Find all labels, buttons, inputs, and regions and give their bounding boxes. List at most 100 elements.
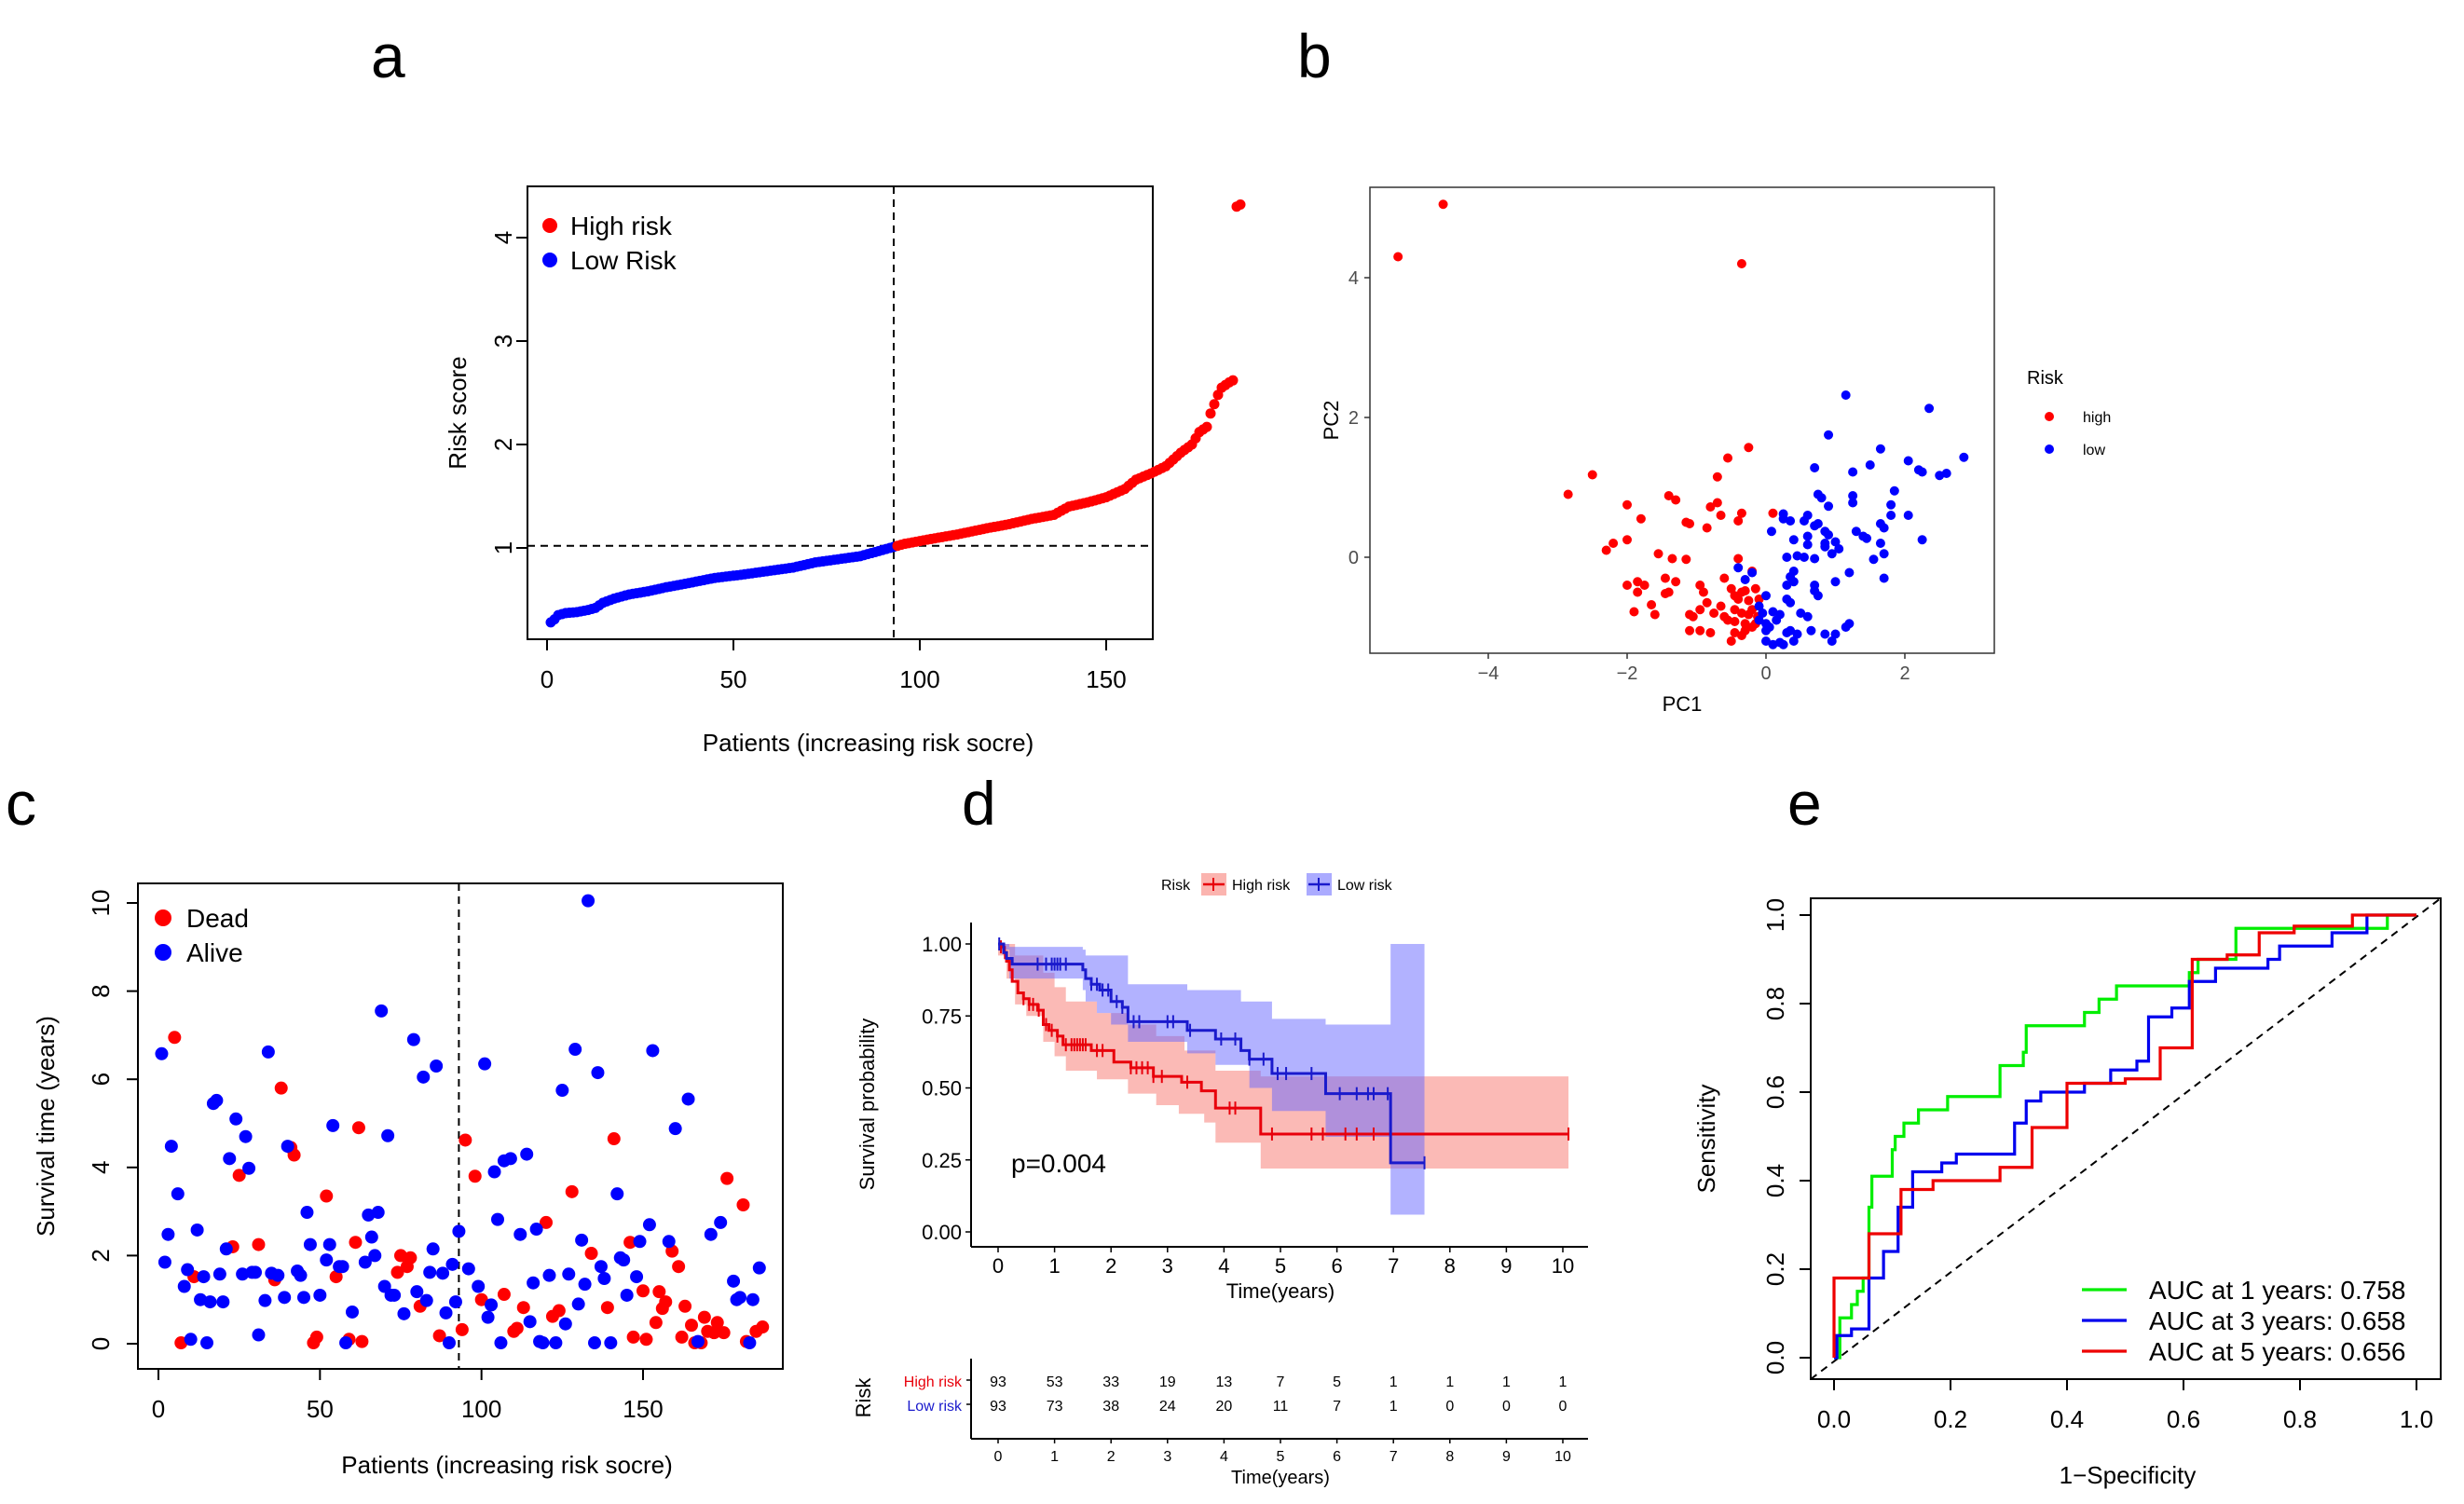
diagonal-reference-line [1810,897,2442,1380]
survival-point-alive [472,1279,486,1293]
risk-table-cell: 11 [1273,1399,1289,1415]
ci-band-low-risk [998,944,1425,1215]
pca-point-low [1903,511,1913,520]
pca-point-high [1730,617,1740,626]
survival-point-dead [707,1326,721,1340]
x-tick-label: 0.6 [2167,1405,2200,1433]
pca-point-low [1941,469,1951,478]
survival-point-dead [252,1237,266,1251]
survival-point-alive [430,1060,444,1073]
survival-point-dead [607,1132,621,1146]
pca-point-low [1862,533,1872,543]
risk-table-cell: 0 [1445,1399,1454,1415]
survival-point-dead [584,1247,598,1261]
risk-table-x-tick-label: 4 [1220,1449,1228,1465]
pca-point-high [1695,605,1705,615]
y-tick-label: 3 [489,335,517,348]
pca-point-low [1761,591,1771,601]
survival-point-alive [481,1310,495,1324]
pca-point-low [1788,636,1799,646]
pca-point-low [1869,554,1879,565]
survival-point-alive [662,1235,676,1249]
survival-point-alive [485,1298,499,1312]
survival-point-alive [691,1334,705,1348]
pca-point-high [1663,491,1674,500]
survival-point-dead [652,1285,666,1299]
survival-point-alive [368,1249,382,1263]
survival-point-dead [672,1260,686,1274]
x-tick-label: 5 [1275,1254,1286,1278]
survival-point-dead [623,1236,637,1250]
risk-score-plot: 0 50 100 150 1 2 3 4 Patients (increasing risk s… [444,185,1246,757]
pca-point-low [1844,619,1855,629]
survival-point-dead [516,1301,530,1315]
pca-point-low [1761,625,1771,636]
pca-point-low [1820,629,1830,639]
pca-point-low [1886,499,1896,510]
pca-point-high [1726,636,1736,646]
survival-point-alive [503,1152,517,1166]
legend-label: Alive [186,938,243,967]
risk-table-x-tick-label: 3 [1163,1449,1171,1465]
pca-point-high [1733,516,1744,526]
survival-point-alive [681,1092,695,1106]
survival-point-alive [513,1227,527,1241]
pca-point-high [1719,573,1730,583]
x-tick-label: 150 [623,1395,663,1423]
risk-table-cell: 7 [1333,1399,1341,1415]
legend-title: Risk [2027,368,2064,389]
survival-point-alive [555,1084,569,1098]
survival-point-alive [423,1265,437,1279]
panel-label-c: c [6,769,36,838]
survival-point-alive [190,1223,204,1237]
risk-table-row-label: High risk [904,1374,963,1390]
risk-table-cell: 0 [1559,1399,1567,1415]
survival-point-alive [604,1336,618,1350]
y-tick-label: 1.0 [1761,898,1789,932]
survival-point-alive [491,1212,504,1226]
survival-point-alive [249,1265,262,1279]
x-tick-label: 7 [1388,1254,1399,1278]
legend-marker [542,218,557,233]
risk-table-title: Risk [852,1377,875,1418]
survival-point-alive [419,1293,433,1307]
survival-point-alive [388,1288,402,1302]
legend-label: AUC at 1 years: 0.758 [2149,1276,2405,1305]
pca-point-high [1647,600,1657,609]
x-axis-title: Time(years) [1226,1279,1335,1303]
y-tick-label: 0.6 [1761,1075,1789,1109]
pca-point-high [1750,583,1760,594]
survival-point-alive [258,1293,272,1307]
survival-point-alive [575,1233,589,1247]
pca-plot: −4 −2 0 2 0 2 4 PC1 PC2 Risk high low [1320,186,2111,716]
survival-point-alive [261,1045,275,1059]
x-tick-label: 8 [1444,1254,1456,1278]
y-tick-label: 0 [87,1337,115,1350]
pca-point-low [1879,549,1889,559]
x-tick-label: 3 [1162,1254,1173,1278]
survival-point-dead [404,1251,418,1265]
survival-point-alive [229,1112,243,1126]
y-tick-label: 0.25 [922,1149,962,1172]
survival-point-dead [497,1288,511,1302]
pca-point-high [1685,625,1695,636]
survival-point-dead [659,1295,673,1309]
x-tick-label: −4 [1478,663,1499,684]
x-tick-label: 0 [541,665,554,693]
survival-point-dead [459,1133,472,1147]
panel-label-a: a [371,21,405,90]
pca-point-high [1688,611,1698,622]
survival-point-alive [203,1295,217,1309]
survival-point-alive [582,894,595,908]
x-tick-label: −2 [1617,663,1638,684]
survival-point-dead [685,1319,698,1333]
x-tick-label: 50 [720,665,747,693]
survival-point-alive [155,1046,169,1060]
risk-table-cell: 73 [1047,1399,1063,1415]
plot-frame [1369,186,1995,654]
pca-point-high [1740,586,1750,595]
x-tick-label: 0.4 [2050,1405,2084,1433]
pca-point-low [1886,511,1896,520]
pca-point-high [1698,587,1708,597]
pca-point-low [1796,608,1806,618]
